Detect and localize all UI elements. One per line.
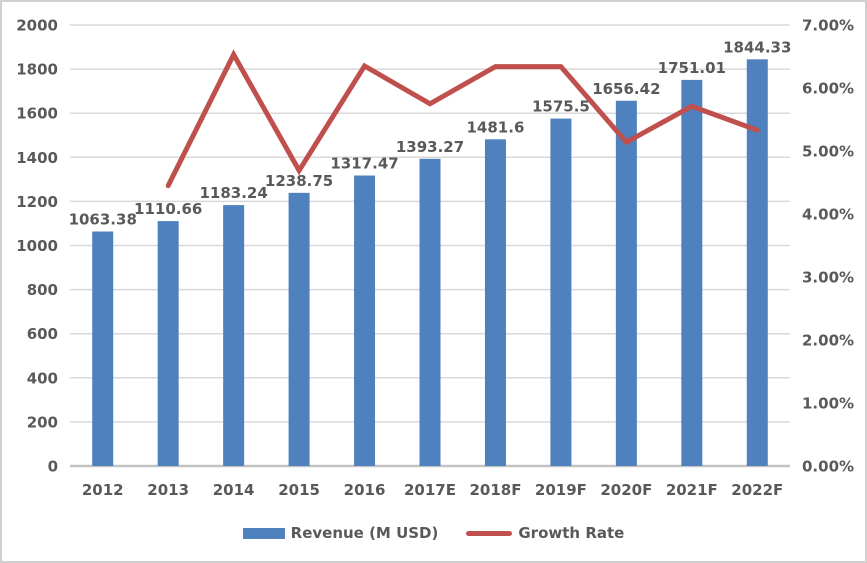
bar-value-label: 1481.6: [467, 118, 525, 136]
x-axis-tick-label: 2016: [344, 481, 386, 499]
revenue-bar: [681, 79, 703, 467]
left-axis-tick-label: 1800: [16, 61, 58, 79]
x-axis-tick-label: 2019F: [535, 481, 587, 499]
revenue-bar: [484, 139, 506, 467]
right-axis-tick-label: 5.00%: [802, 143, 854, 161]
right-axis-tick-label: 7.00%: [802, 17, 854, 35]
left-axis-tick-label: 400: [27, 369, 58, 387]
revenue-bar: [288, 192, 310, 466]
growth-line-swatch-icon: [466, 530, 513, 536]
revenue-bar: [615, 100, 637, 466]
bar-value-label: 1238.75: [265, 172, 333, 190]
bar-value-label: 1183.24: [199, 184, 267, 202]
right-axis-tick-label: 1.00%: [802, 395, 854, 413]
bar-value-label: 1063.38: [69, 211, 137, 229]
growth-rate-line: [165, 49, 760, 189]
x-axis-tick-label: 2021F: [666, 481, 718, 499]
x-axis-tick-label: 2017E: [404, 481, 456, 499]
x-axis-tick-label: 2022F: [731, 481, 783, 499]
chart-legend: Revenue (M USD) Growth Rate: [2, 521, 865, 545]
bar-value-label: 1656.42: [592, 80, 660, 98]
legend-item-growth: Growth Rate: [466, 524, 624, 542]
x-axis-tick-label: 2015: [278, 481, 320, 499]
revenue-bar: [354, 175, 376, 466]
revenue-bar: [92, 231, 114, 466]
left-axis-tick-label: 1000: [16, 237, 58, 255]
x-axis-tick-label: 2012: [82, 481, 124, 499]
left-axis-tick-label: 1600: [16, 105, 58, 123]
left-axis-tick-label: 2000: [16, 17, 58, 35]
left-axis-tick-label: 1200: [16, 193, 58, 211]
left-axis-tick-label: 200: [27, 413, 58, 431]
bar-value-label: 1575.5: [532, 98, 590, 116]
revenue-bar: [157, 221, 179, 466]
x-axis-tick-label: 2020F: [600, 481, 652, 499]
left-axis-tick-label: 600: [27, 325, 58, 343]
right-axis-tick-label: 4.00%: [802, 206, 854, 224]
left-axis-tick-label: 800: [27, 281, 58, 299]
bar-value-label: 1110.66: [134, 200, 202, 218]
bar-value-label: 1751.01: [658, 59, 726, 77]
x-axis-tick-label: 2013: [147, 481, 189, 499]
growth-legend-label: Growth Rate: [518, 524, 625, 542]
revenue-bar: [746, 59, 768, 467]
legend-item-revenue: Revenue (M USD): [242, 524, 439, 542]
x-axis-tick-label: 2018F: [469, 481, 521, 499]
revenue-legend-label: Revenue (M USD): [290, 524, 439, 542]
bar-value-label: 1317.47: [330, 154, 398, 172]
revenue-bar: [550, 118, 572, 467]
revenue-bar: [223, 205, 245, 466]
bar-value-label: 1393.27: [396, 138, 464, 156]
revenue-bar: [419, 158, 441, 466]
left-axis-tick-label: 0: [48, 458, 58, 476]
right-axis-tick-label: 3.00%: [802, 269, 854, 287]
revenue-bar-swatch-icon: [242, 527, 285, 539]
right-axis-tick-label: 6.00%: [802, 80, 854, 98]
bar-value-label: 1844.33: [723, 38, 791, 56]
x-axis-tick-label: 2014: [213, 481, 255, 499]
left-axis-tick-label: 1400: [16, 149, 58, 167]
right-axis-tick-label: 0.00%: [802, 458, 854, 476]
right-axis-tick-label: 2.00%: [802, 332, 854, 350]
